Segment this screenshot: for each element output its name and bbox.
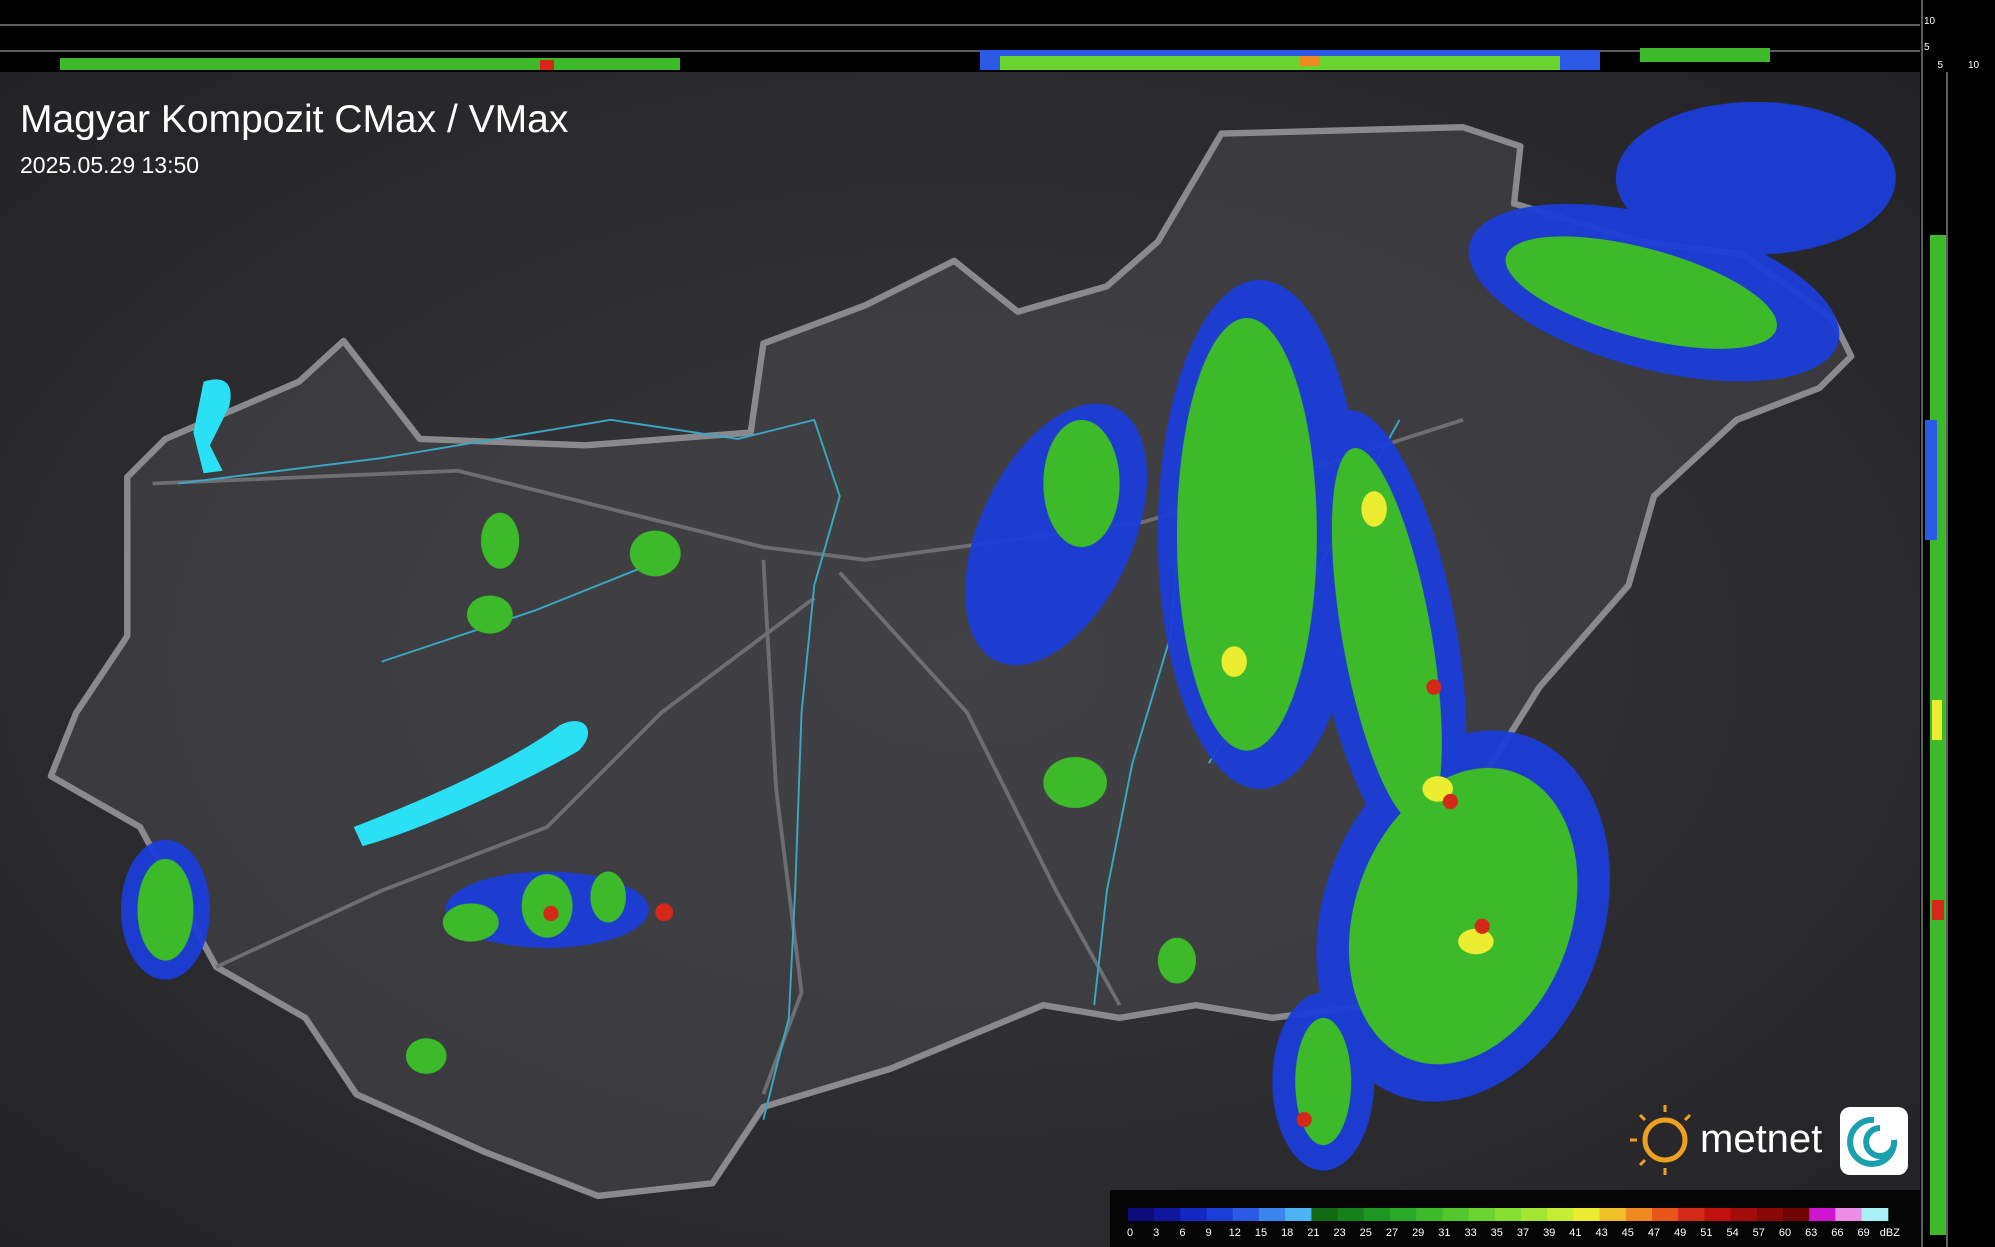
legend-swatch <box>1494 1208 1522 1221</box>
legend-swatch <box>1154 1208 1181 1221</box>
legend: 0 3 6 9 12 15 18 21 23 25 27 29 31 33 35 37 39 41 43 45 47 49… <box>1127 1208 1900 1239</box>
legend-label: 31 <box>1438 1227 1450 1239</box>
map-layer <box>47 101 1896 1200</box>
profile-label: 5 <box>1924 42 1930 53</box>
legend-label: 12 <box>1229 1227 1241 1239</box>
legend-swatch <box>1468 1208 1496 1221</box>
legend-swatch <box>1861 1208 1889 1221</box>
legend-label: 25 <box>1360 1227 1372 1239</box>
legend-label: 21 <box>1307 1227 1319 1239</box>
legend-swatch <box>1730 1208 1758 1221</box>
legend-label: 49 <box>1674 1227 1686 1239</box>
legend-swatch <box>1625 1208 1653 1221</box>
legend-label: 29 <box>1412 1227 1424 1239</box>
legend-label: 41 <box>1569 1227 1581 1239</box>
lake-balaton <box>353 721 589 847</box>
legend-label: 33 <box>1464 1227 1476 1239</box>
profile-label: 5 <box>1937 60 1943 71</box>
profile-echoes-side <box>1925 235 1946 1235</box>
legend-swatch <box>1128 1208 1155 1221</box>
legend-swatch <box>1285 1208 1312 1221</box>
legend-label: 69 <box>1857 1227 1869 1239</box>
lake-neusiedl <box>193 379 231 474</box>
legend-swatch <box>1521 1208 1548 1221</box>
legend-swatch <box>1416 1208 1443 1221</box>
legend-unit: dBZ <box>1880 1227 1900 1239</box>
map-timestamp: 2025.05.29 13:50 <box>20 152 199 178</box>
legend-label: 60 <box>1779 1227 1791 1239</box>
legend-label: 66 <box>1831 1227 1843 1239</box>
legend-swatch <box>1573 1208 1601 1221</box>
logo: metnet <box>1630 1105 1908 1175</box>
legend-swatch <box>1652 1208 1679 1221</box>
legend-label: 54 <box>1726 1227 1738 1239</box>
legend-swatch <box>1756 1208 1784 1221</box>
legend-swatch <box>1206 1208 1234 1221</box>
legend-label: 51 <box>1700 1227 1712 1239</box>
legend-swatch <box>1232 1208 1260 1221</box>
legend-label: 6 <box>1179 1227 1185 1239</box>
legend-swatch <box>1835 1208 1863 1221</box>
legend-label: 3 <box>1153 1227 1159 1239</box>
legend-label: 15 <box>1255 1227 1267 1239</box>
legend-label: 47 <box>1648 1227 1660 1239</box>
legend-label: 0 <box>1127 1227 1133 1239</box>
radar-echoes <box>120 101 1896 1171</box>
legend-swatch <box>1337 1208 1365 1221</box>
legend-swatch <box>1599 1208 1627 1221</box>
profile-label: 10 <box>1924 16 1936 27</box>
legend-label: 45 <box>1622 1227 1634 1239</box>
logo-text: metnet <box>1700 1117 1822 1161</box>
legend-swatch <box>1783 1208 1810 1221</box>
legend-swatch <box>1809 1208 1836 1221</box>
legend-label: 57 <box>1753 1227 1765 1239</box>
profile-label: 10 <box>1968 60 1980 71</box>
legend-label: 9 <box>1206 1227 1212 1239</box>
legend-label: 43 <box>1595 1227 1607 1239</box>
legend-label: 18 <box>1281 1227 1293 1239</box>
legend-swatch <box>1704 1208 1732 1221</box>
legend-swatch <box>1390 1208 1417 1221</box>
legend-label: 37 <box>1517 1227 1529 1239</box>
legend-swatch <box>1311 1208 1339 1221</box>
legend-label: 35 <box>1491 1227 1503 1239</box>
legend-swatch <box>1259 1208 1286 1221</box>
legend-label: 39 <box>1543 1227 1555 1239</box>
legend-label: 23 <box>1333 1227 1345 1239</box>
legend-swatch <box>1442 1208 1470 1221</box>
legend-swatch <box>1547 1208 1574 1221</box>
legend-label: 63 <box>1805 1227 1817 1239</box>
legend-swatch <box>1678 1208 1705 1221</box>
profile-echoes-top <box>60 48 1770 70</box>
legend-swatch <box>1180 1208 1208 1221</box>
map-title: Magyar Kompozit CMax / VMax <box>20 98 569 141</box>
legend-label: 27 <box>1386 1227 1398 1239</box>
legend-swatch <box>1363 1208 1391 1221</box>
